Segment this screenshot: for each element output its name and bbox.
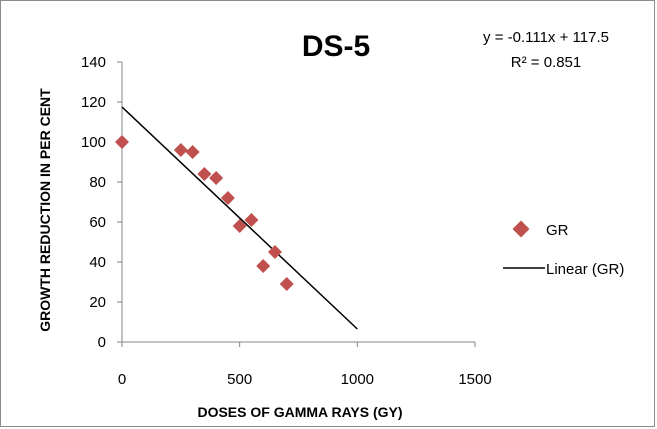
data-point: [279, 277, 294, 291]
y-axis-ticks: 0 20 40 60 80 100 120 140: [81, 54, 122, 351]
legend: GR Linear (GR): [503, 220, 624, 278]
x-axis-ticks: 0 500 1000 1500: [118, 342, 492, 388]
y-tick-label: 80: [89, 174, 106, 191]
y-tick-label: 0: [98, 334, 106, 351]
chart-title: DS-5: [302, 30, 370, 63]
data-point: [267, 245, 282, 259]
data-point: [173, 143, 188, 157]
y-tick-label: 20: [89, 294, 106, 311]
trendline-equation: y = -0.111x + 117.5: [483, 29, 609, 46]
r-squared: R² = 0.851: [511, 54, 581, 71]
legend-label-gr: GR: [546, 222, 569, 239]
y-tick-label: 120: [81, 94, 106, 111]
x-tick-label: 500: [227, 371, 252, 388]
legend-label-linear-gr: Linear (GR): [546, 261, 624, 278]
data-point: [232, 219, 247, 233]
y-tick-label: 40: [89, 254, 106, 271]
x-tick-label: 1000: [341, 371, 374, 388]
trendline-linear-gr: [121, 106, 358, 330]
y-axis-title: GROWTH REDUCTION IN PER CENT: [37, 88, 53, 332]
x-tick-label: 0: [118, 371, 126, 388]
data-points: [115, 135, 294, 291]
y-tick-label: 100: [81, 134, 106, 151]
y-tick-label: 60: [89, 214, 106, 231]
x-tick-label: 1500: [458, 371, 491, 388]
data-point: [220, 191, 235, 205]
data-point: [197, 167, 212, 181]
data-point: [209, 171, 224, 185]
data-point: [185, 145, 200, 159]
data-point: [256, 259, 271, 273]
legend-marker-gr: [512, 220, 530, 238]
data-point: [115, 135, 129, 149]
x-axis-title: DOSES OF GAMMA RAYS (GY): [197, 404, 402, 420]
data-point: [244, 213, 259, 227]
y-tick-label: 140: [81, 54, 106, 71]
